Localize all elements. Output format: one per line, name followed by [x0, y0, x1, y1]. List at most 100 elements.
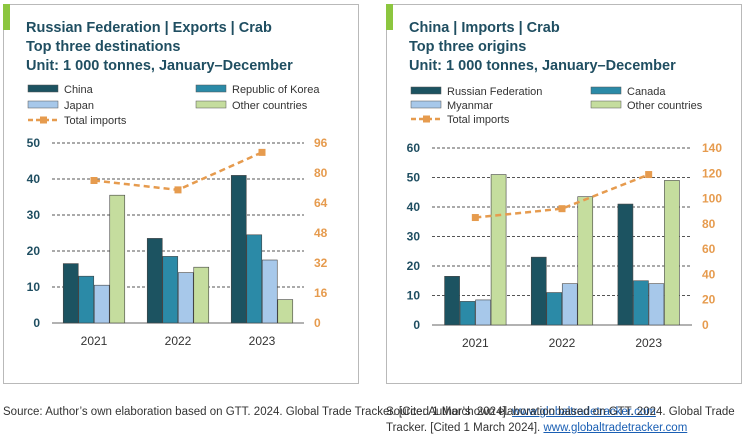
bar [459, 301, 476, 326]
y2-tick-label: 60 [702, 242, 716, 256]
y2-tick-label: 80 [314, 166, 328, 180]
y2-tick-label: 80 [702, 217, 716, 231]
chart-title-line-3: Unit: 1 000 tonnes, January–December [409, 58, 676, 74]
bar [62, 263, 79, 324]
y-tick-label: 20 [407, 259, 421, 273]
legend-marker [40, 116, 47, 124]
y2-tick-label: 20 [702, 293, 716, 307]
chart-title-line-1: Russian Federation | Exports | Crab [26, 20, 272, 36]
bar [146, 238, 163, 324]
left-chart-panel: Russian Federation | Exports | Crab Top … [3, 4, 359, 384]
bar [93, 284, 110, 324]
chart-title: Russian Federation | Exports | Crab Top … [26, 19, 293, 76]
legend-label: China [64, 84, 94, 96]
y-tick-label: 0 [33, 316, 40, 330]
y2-tick-label: 100 [702, 192, 722, 206]
legend-swatch [590, 86, 622, 95]
bar [617, 203, 634, 326]
y2-tick-label: 120 [702, 166, 722, 180]
total-imports-marker [90, 177, 98, 184]
legend-swatch [410, 100, 442, 109]
legend-label: Total imports [447, 114, 510, 126]
chart-title: China | Imports | Crab Top three origins… [409, 19, 676, 76]
chart-title-line-2: Top three origins [409, 39, 527, 55]
x-tick-label: 2021 [462, 336, 489, 350]
legend-label: Russian Federation [447, 86, 542, 98]
total-imports-marker [258, 148, 266, 156]
y2-tick-label: 0 [702, 318, 709, 332]
y2-tick-label: 64 [314, 196, 328, 210]
total-imports-marker [471, 214, 479, 222]
y-tick-label: 0 [413, 318, 420, 332]
total-imports-marker [558, 205, 566, 213]
y-tick-label: 20 [27, 244, 41, 258]
legend-swatch [590, 100, 622, 109]
bar [546, 292, 563, 326]
bar [490, 174, 507, 326]
x-tick-label: 2023 [635, 336, 662, 350]
x-tick-label: 2021 [81, 334, 108, 348]
legend-label: Canada [627, 86, 666, 98]
bar [444, 276, 460, 326]
source-text: Source: Author’s own elaboration based o… [386, 406, 735, 434]
bar [633, 280, 649, 326]
legend-swatch [195, 84, 227, 93]
y-tick-label: 50 [27, 136, 41, 150]
source-note: Source: Author’s own elaboration based o… [3, 404, 656, 420]
x-tick-label: 2022 [165, 334, 192, 348]
y-tick-label: 40 [27, 172, 41, 186]
y2-tick-label: 48 [314, 226, 328, 240]
source-link[interactable]: www.globaltradetracker.com [512, 406, 656, 418]
legend-swatch [195, 100, 227, 109]
legend-label: Total imports [64, 115, 127, 127]
legend-label: Other countries [627, 100, 703, 112]
legend-label: Republic of Korea [232, 84, 320, 96]
legend-label: Japan [64, 100, 94, 112]
chart-title-line-2: Top three destinations [26, 39, 181, 55]
y2-tick-label: 40 [702, 267, 716, 281]
right-chart-panel: China | Imports | Crab Top three origins… [386, 4, 742, 384]
panel-accent-bar [3, 4, 10, 30]
bar [577, 196, 594, 326]
y-tick-label: 40 [407, 200, 421, 214]
y-tick-label: 50 [407, 171, 421, 185]
y2-tick-label: 96 [314, 136, 328, 150]
crab-exports-chart: 0 10 20 30 40 50 0 16 32 48 64 80 96 2021 2022 2023 Chin… [27, 84, 328, 348]
chart-title-line-3: Unit: 1 000 tonnes, January–December [26, 58, 293, 74]
y2-tick-label: 16 [314, 286, 328, 300]
bar [664, 180, 680, 326]
y2-tick-label: 0 [314, 316, 321, 330]
bar [78, 275, 95, 324]
total-imports-marker [645, 171, 653, 179]
chart-title-line-1: China | Imports | Crab [409, 20, 560, 36]
y-tick-label: 30 [27, 208, 41, 222]
y-tick-label: 10 [407, 289, 421, 303]
bar [648, 283, 665, 326]
bar [475, 299, 491, 326]
bar [561, 283, 578, 326]
legend-swatch [27, 84, 59, 93]
x-tick-label: 2022 [549, 336, 576, 350]
bar [277, 299, 294, 324]
bar [177, 272, 194, 324]
x-tick-label: 2023 [249, 334, 276, 348]
legend-label: Other countries [232, 100, 308, 112]
panel-accent-bar [386, 4, 393, 30]
bar [162, 256, 179, 324]
y-tick-label: 60 [407, 141, 421, 155]
y2-tick-label: 32 [314, 256, 328, 270]
bar [261, 259, 278, 324]
legend-label: Myanmar [447, 100, 493, 112]
source-link[interactable]: www.globaltradetracker.com [543, 422, 688, 434]
bar [193, 266, 210, 324]
bar [230, 175, 247, 324]
y-tick-label: 30 [407, 230, 421, 244]
legend-swatch [410, 86, 442, 95]
y2-tick-label: 140 [702, 141, 722, 155]
total-imports-marker [174, 186, 182, 194]
y-tick-label: 10 [27, 280, 41, 294]
bar [530, 256, 547, 326]
source-text: Source: Author’s own elaboration based o… [3, 406, 509, 418]
source-note: Source: Author’s own elaboration based o… [386, 404, 748, 436]
bar [109, 194, 126, 324]
